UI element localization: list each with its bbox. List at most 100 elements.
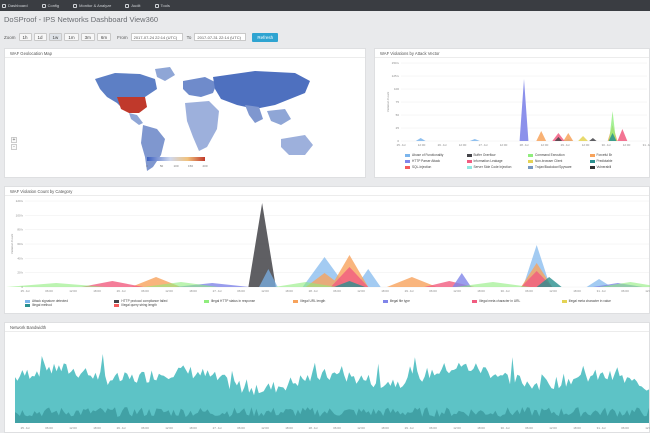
attack-vector-chart[interactable]: 0 25 50 75 100 125 k 150 k 25. Jul 12:00 26. Jul 1…	[375, 59, 650, 154]
scale-tick-label: 50	[160, 164, 164, 168]
legend-item[interactable]: Vulnerabili	[589, 165, 650, 169]
map-zoom-controls: + -	[11, 137, 17, 151]
legend-item[interactable]: Server Side Code Injection	[466, 165, 529, 169]
nav-item-0[interactable]: Dashboard	[2, 3, 28, 8]
x-tick-label: 29. Jul	[405, 426, 414, 430]
x-tick-label: 12:00	[69, 289, 77, 293]
x-tick-label: 12:00	[453, 289, 461, 293]
x-tick-label: 12:00	[582, 143, 590, 147]
legend-item[interactable]: Attack signature detected	[25, 299, 114, 303]
legend-swatch	[405, 159, 410, 163]
legend-item[interactable]: Illegal HTTP status in response	[203, 299, 293, 303]
x-tick-label: 06:00	[141, 426, 149, 430]
x-tick-label: 18:00	[189, 289, 197, 293]
map-zoom-in-button[interactable]: +	[11, 137, 17, 143]
zoom-1m-button[interactable]: 1m	[64, 33, 79, 41]
nav-item-2[interactable]: Monitor & Analyze	[73, 3, 111, 8]
legend-label: Illegal file type	[389, 299, 410, 303]
x-tick-label: 12:00	[165, 426, 173, 430]
zoom-1h-button[interactable]: 1h	[18, 33, 32, 41]
nav-item-4[interactable]: Tools	[154, 3, 170, 8]
x-tick-label: 12:00	[453, 426, 461, 430]
legend-swatch	[293, 299, 299, 303]
scale-tick-label: 150	[188, 164, 193, 168]
network-bandwidth-chart[interactable]: 25. Jul 06:00 12:00 18:00 26. Jul 06:00 12:00 1…	[5, 333, 650, 433]
y-tick-label: 20 k	[17, 271, 23, 275]
legend-item[interactable]: Illegal meta character in URL	[472, 299, 561, 303]
zoom-1d-button[interactable]: 1d	[33, 33, 47, 41]
x-tick-label: 25. Jul	[397, 143, 406, 147]
x-tick-label: 12:00	[541, 143, 549, 147]
legend-item[interactable]: Illegal query string length	[114, 303, 203, 307]
legend-label: Command Execution	[535, 153, 565, 157]
nav-item-3[interactable]: Audit	[125, 3, 141, 8]
y-tick-label: 80 k	[17, 228, 23, 232]
x-tick-label: 31. Jul	[597, 426, 606, 430]
legend-item[interactable]: Non-browser Client	[528, 159, 590, 163]
legend-item[interactable]: HTTP protocol compliance failed	[114, 299, 203, 303]
x-tick-label: 26. Jul	[117, 289, 126, 293]
x-tick-label: 12:00	[261, 426, 269, 430]
legend-swatch	[203, 299, 209, 303]
from-date-input[interactable]: 2017-07-24 22:14 (UTC)	[130, 33, 183, 41]
x-tick-label: 25. Jul	[21, 426, 30, 430]
x-tick-label: 12:00	[165, 289, 173, 293]
x-tick-label: 18:00	[285, 289, 293, 293]
legend-item[interactable]: Command Execution	[528, 153, 590, 157]
legend-swatch	[528, 153, 533, 157]
legend-item[interactable]: HTTP Parser Attack	[405, 159, 467, 163]
legend-label: Information Leakage	[473, 159, 503, 163]
scale-tick-label: 100	[173, 164, 178, 168]
x-tick-label: 28. Jul	[309, 289, 318, 293]
world-map[interactable]: 0 50 100 150 200	[5, 59, 367, 179]
legend-item[interactable]: Illegal method	[25, 303, 114, 307]
legend-item[interactable]: SQL-Injection	[405, 165, 467, 169]
y-tick-label: 150 k	[392, 61, 400, 65]
monitor-icon	[73, 3, 78, 8]
legend-swatch	[561, 299, 567, 303]
map-zoom-out-button[interactable]: -	[11, 144, 17, 150]
legend-label: Illegal HTTP status in response	[210, 299, 256, 303]
x-tick-label: 31. Jul	[643, 143, 650, 147]
to-date-input[interactable]: 2017-07-31 22:14 (UTC)	[194, 33, 247, 41]
x-tick-label: 12:00	[69, 426, 77, 430]
legend-swatch	[589, 159, 595, 163]
zoom-buttons: 1h 1d 1w 1m 3m 6m	[18, 33, 114, 41]
legend-item[interactable]: Information Leakage	[466, 159, 529, 163]
x-tick-label: 12:00	[645, 289, 650, 293]
nav-item-1[interactable]: Config	[41, 3, 59, 8]
zoom-3m-button[interactable]: 3m	[80, 33, 95, 41]
y-axis-label: Violation Count	[10, 234, 14, 254]
refresh-button[interactable]: Refresh	[252, 32, 279, 42]
x-tick-label: 06:00	[429, 289, 437, 293]
legend-item[interactable]: Abuse of Functionality	[405, 153, 467, 157]
legend-swatch	[25, 303, 30, 307]
violation-category-legend: Attack signature detected HTTP protocol c…	[25, 299, 650, 307]
x-tick-label: 12:00	[418, 143, 426, 147]
x-tick-label: 18:00	[93, 426, 101, 430]
legend-item[interactable]: Buffer Overflow	[466, 153, 529, 157]
legend-item[interactable]: Illegal file type	[382, 299, 472, 303]
legend-item[interactable]: Predictable	[589, 159, 650, 163]
x-tick-label: 18:00	[573, 289, 581, 293]
legend-label: Trojan/Backdoor/Spyware	[535, 165, 572, 169]
x-tick-label: 12:00	[357, 426, 365, 430]
zoom-1w-button[interactable]: 1w	[48, 33, 63, 41]
legend-item[interactable]: Illegal meta character in value	[561, 299, 650, 303]
x-tick-label: 18:00	[285, 426, 293, 430]
legend-item[interactable]: Trojan/Backdoor/Spyware	[528, 165, 590, 169]
series-http-parser-attack	[401, 79, 647, 141]
legend-item[interactable]: Forceful Br	[589, 153, 650, 157]
zoom-6m-button[interactable]: 6m	[96, 33, 112, 41]
x-tick-label: 06:00	[237, 426, 245, 430]
attack-vector-panel: WAF Violations by Attack Vector 0 25 50 75 1…	[374, 48, 650, 178]
legend-label: Buffer Overflow	[473, 153, 496, 157]
attack-vector-legend: Abuse of Functionality Buffer Overflow Com…	[405, 153, 650, 169]
x-tick-label: 12:00	[500, 143, 508, 147]
legend-item[interactable]: Illegal URL length	[293, 299, 382, 303]
x-tick-label: 12:00	[459, 143, 467, 147]
legend-label: Forceful Br	[596, 153, 613, 157]
y-tick-label: 120 k	[16, 199, 24, 203]
x-tick-label: 18:00	[477, 289, 485, 293]
